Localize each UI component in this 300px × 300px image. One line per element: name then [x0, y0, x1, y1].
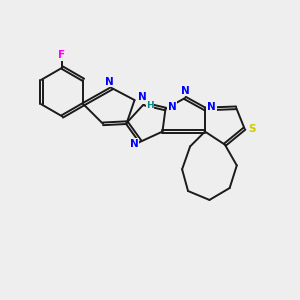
Text: H: H	[146, 101, 154, 110]
Text: F: F	[58, 50, 65, 60]
Text: N: N	[130, 139, 138, 149]
Text: N: N	[207, 102, 216, 112]
Text: N: N	[138, 92, 147, 102]
Text: N: N	[181, 85, 189, 96]
Text: S: S	[248, 124, 256, 134]
Text: N: N	[168, 102, 176, 112]
Text: N: N	[105, 76, 114, 87]
Text: N: N	[139, 94, 147, 103]
